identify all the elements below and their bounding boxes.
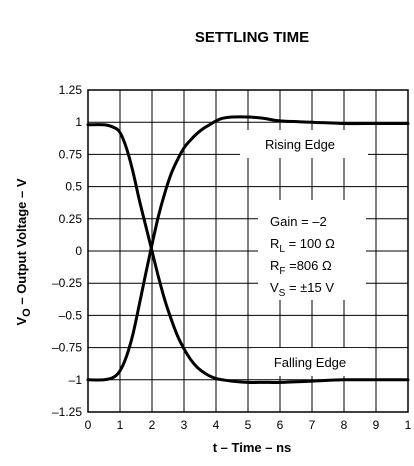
y-tick-label: 0.5 [65,180,82,194]
chart-title: SETTLING TIME [195,29,309,46]
y-axis-label: VO – Output Voltage – V [14,178,33,325]
y-tick-label: –0.75 [52,341,82,355]
conditions-bg [258,200,366,300]
x-tick-label: 1 [405,418,412,432]
tick-labels: 0 1 2 3 4 5 6 7 8 9 1 1.25 1 0.75 0.5 0.25 0 –0.25 –0.5 –0.… [52,83,412,432]
x-tick-label: 7 [309,418,316,432]
x-tick-label: 3 [181,418,188,432]
y-tick-label: 0.75 [59,147,83,161]
y-tick-label: 0.25 [59,212,83,226]
gain-annotation: Gain = –2 [270,214,327,229]
y-tick-label: 1 [75,115,82,129]
rf-annotation: RF =806 Ω [270,258,332,277]
y-tick-label: 0 [75,244,82,258]
x-tick-label: 8 [341,418,348,432]
x-tick-label: 0 [85,418,92,432]
falling-label-bg [252,348,368,376]
falling-edge-label: Falling Edge [274,355,346,370]
x-tick-label: 5 [245,418,252,432]
series-line-falling-edge [86,123,410,384]
x-tick-label: 4 [213,418,220,432]
plot-frame [87,89,409,413]
y-tick-label: 1.25 [59,83,83,97]
x-axis-label: t – Time – ns [213,440,292,455]
y-tick-label: –1 [69,373,83,387]
y-tick-label: –0.5 [59,308,83,322]
y-tick-label: –1.25 [52,405,82,419]
x-tick-label: 2 [149,418,156,432]
x-tick-label: 1 [117,418,124,432]
rl-annotation: RL = 100 Ω [270,236,335,255]
series-line-rising-edge [86,115,410,382]
x-tick-label: 6 [277,418,284,432]
y-tick-label: –0.25 [52,276,82,290]
rising-edge-label: Rising Edge [265,137,335,152]
x-tick-label: 9 [373,418,380,432]
series [86,115,410,384]
vs-annotation: VS = ±15 V [270,280,334,299]
rising-label-bg [240,130,368,158]
